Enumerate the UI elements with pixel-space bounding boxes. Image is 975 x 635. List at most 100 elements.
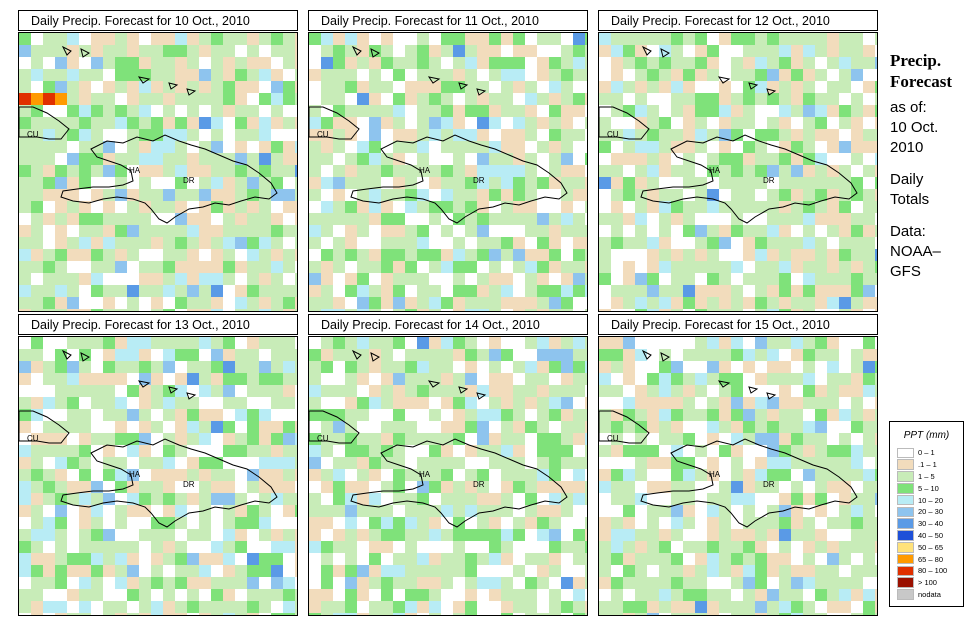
precip-cell [187,285,199,297]
precip-cell [671,613,683,615]
island-coastline [351,349,362,360]
precip-cell [91,81,103,93]
precip-cell [537,541,549,553]
precip-cell [731,225,743,237]
precip-cell [755,117,767,129]
precip-cell [127,565,139,577]
precip-cell [43,93,55,105]
precip-cell [561,33,573,45]
precip-cell [815,33,827,45]
precip-cell [671,285,683,297]
precip-cell [271,469,283,481]
precip-cell [55,589,67,601]
precip-cell [791,285,803,297]
precip-cell [477,57,489,69]
precip-cell [549,237,561,249]
precip-cell [223,517,235,529]
precip-cell [247,577,259,589]
precip-cell [393,397,405,409]
precip-cell [55,469,67,481]
precip-cell [561,601,573,613]
precip-cell [719,565,731,577]
precip-cell [791,385,803,397]
precip-cell [549,261,561,273]
legend-label: 40 – 50 [918,530,944,540]
precip-cell [405,553,417,565]
precip-cell [127,249,139,261]
precip-cell [851,297,863,309]
precip-cell [247,529,259,541]
precip-cell [175,541,187,553]
precip-cell [381,565,393,577]
precip-cell [537,385,549,397]
precip-cell [513,105,525,117]
precip-cell [489,541,501,553]
precip-cell [151,249,163,261]
precip-cell [357,105,369,117]
precip-cell [67,237,79,249]
precip-cell [647,565,659,577]
precip-cell [103,565,115,577]
precip-cell [731,177,743,189]
precip-cell [441,457,453,469]
precip-cell [441,297,453,309]
precip-cell [357,165,369,177]
precip-cell [573,129,585,141]
precip-cell [525,397,537,409]
precip-cell [839,297,851,309]
precip-cell [731,457,743,469]
cuba-coastline [599,410,650,444]
precip-cell [839,433,851,445]
precip-cell [659,337,671,349]
precip-cell [659,505,671,517]
precip-cell [381,493,393,505]
precip-cell [43,397,55,409]
precip-cell [115,589,127,601]
precip-cell [175,529,187,541]
precip-cell [429,213,441,225]
precip-cell [259,45,271,57]
precip-cell [743,297,755,309]
precip-cell [513,565,525,577]
precip-cell [31,249,43,261]
precip-cell [755,505,767,517]
precip-cell [791,129,803,141]
precip-cell [199,517,211,529]
precip-cell [381,553,393,565]
precip-cell [31,189,43,201]
precip-cell [635,249,647,261]
precip-cell [199,541,211,553]
precip-cell [863,493,875,505]
precip-cell [731,481,743,493]
precip-cell [271,225,283,237]
precip-cell [393,577,405,589]
precip-cell [393,33,405,45]
precip-cell [381,349,393,361]
precip-cell [199,153,211,165]
precip-cell [163,45,175,57]
precip-cell [465,189,477,201]
precip-cell [175,117,187,129]
precip-cell [755,433,767,445]
precip-cell [851,553,863,565]
precip-cell [851,153,863,165]
precip-cell [743,349,755,361]
precip-cell [561,189,573,201]
precip-cell [393,601,405,613]
precip-cell [623,517,635,529]
precip-cell [743,117,755,129]
precip-cell [79,337,91,349]
precip-cell [791,165,803,177]
precip-cell [199,165,211,177]
precip-cell [357,45,369,57]
precip-cell [803,553,815,565]
precip-cell [875,445,877,457]
precip-cell [599,373,611,385]
precip-cell [31,601,43,613]
precip-cell [247,225,259,237]
precip-cell [345,165,357,177]
precip-cell [803,165,815,177]
panel-title: Daily Precip. Forecast for 10 Oct., 2010 [18,10,298,31]
precip-cell [127,81,139,93]
precip-cell [199,213,211,225]
